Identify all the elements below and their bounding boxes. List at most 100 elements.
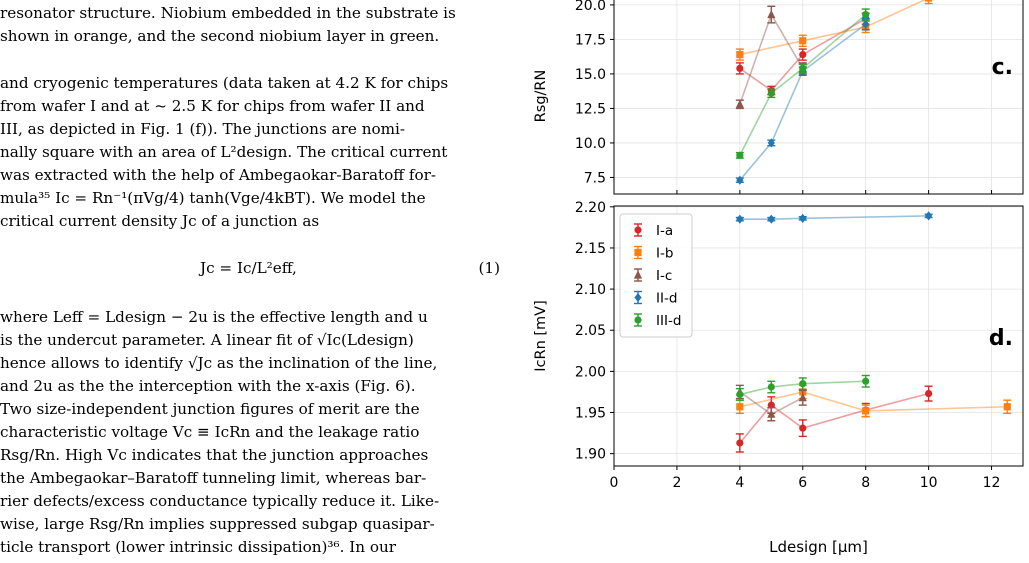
- x-tick-label: 0: [610, 475, 619, 491]
- legend-marker: [634, 292, 642, 303]
- text-line: and cryogenic temperatures (data taken a…: [0, 74, 449, 92]
- text-line: critical current density Jc of a junctio…: [0, 212, 320, 230]
- y-tick-label: 17.5: [575, 32, 606, 48]
- x-tick-label: 8: [861, 475, 870, 491]
- data-point: [862, 377, 870, 385]
- text-line: III, as depicted in Fig. 1 (f)). The jun…: [0, 120, 406, 138]
- y-axis-label: IcRn [mV]: [533, 300, 549, 371]
- text-line: wise, large Rsg/Rn implies suppressed su…: [0, 515, 435, 533]
- equation: Jc = Ic/L²eff,: [200, 259, 297, 277]
- text-line: mula³⁵ Ic = Rn⁻¹(πVg/4) tanh(Vge/4kBT). …: [0, 189, 426, 207]
- data-point: [736, 390, 744, 399]
- text-line: from wafer I and at ~ 2.5 K for chips fr…: [0, 97, 425, 115]
- data-point: [862, 10, 870, 19]
- data-point: [799, 380, 807, 388]
- text-line: Rsg/Rn. High Vc indicates that the junct…: [0, 446, 429, 464]
- series-line: [739, 23, 867, 181]
- text-line: shown in orange, and the second niobium …: [0, 27, 440, 45]
- y-tick-label: 2.15: [575, 241, 606, 257]
- data-point: [767, 89, 775, 97]
- data-point: [767, 214, 775, 224]
- y-tick-label: 10.0: [575, 136, 606, 152]
- text-line: and 2u as the the interception with the …: [0, 377, 416, 395]
- text-line: characteristic voltage Vc ≡ IcRn and the…: [0, 423, 420, 441]
- data-point: [925, 389, 933, 398]
- y-tick-label: 7.5: [584, 170, 606, 186]
- x-tick-label: 2: [672, 475, 681, 491]
- data-point: [736, 439, 744, 447]
- legend-marker: [633, 270, 643, 279]
- y-tick-label: 12.5: [575, 101, 606, 117]
- legend-marker: [634, 248, 642, 257]
- text-line: nally square with an area of L²design. T…: [0, 143, 448, 161]
- equation-number: (1): [478, 259, 500, 277]
- data-point: [862, 407, 870, 415]
- legend-label: I-c: [656, 268, 672, 284]
- data-point: [862, 19, 870, 29]
- data-point: [736, 151, 744, 159]
- legend-label: II-d: [656, 291, 677, 307]
- data-point: [799, 37, 807, 45]
- y-tick-label: 20.0: [575, 0, 606, 14]
- series-line: [739, 380, 866, 396]
- y-tick-label: 15.0: [575, 67, 606, 83]
- y-tick-label: 2.05: [575, 323, 606, 339]
- y-tick-label: 2.10: [575, 282, 606, 298]
- series-layer: [735, 0, 933, 185]
- legend-marker: [634, 226, 642, 234]
- series-line: [739, 0, 927, 56]
- text-line: where Leff = Ldesign − 2u is the effecti…: [0, 308, 428, 326]
- panel-label: c.: [992, 55, 1013, 80]
- axes-frame: [613, 0, 1024, 195]
- legend-marker: [634, 316, 642, 324]
- data-point: [925, 211, 933, 221]
- text-line: was extracted with the help of Ambegaoka…: [0, 166, 437, 184]
- legend-label: I-b: [656, 246, 673, 262]
- data-point: [767, 409, 776, 418]
- y-tick-label: 1.95: [575, 406, 606, 422]
- x-axis-label: Ldesign [μm]: [769, 538, 868, 556]
- data-point: [925, 0, 933, 2]
- x-tick-label: 4: [735, 475, 744, 491]
- series-line: [739, 215, 929, 220]
- series-line: [739, 13, 867, 156]
- series-layer: [735, 211, 1012, 453]
- legend-box: [619, 213, 693, 338]
- data-point: [736, 64, 744, 72]
- x-tick-label: 12: [983, 475, 1001, 491]
- figure-svg: 7.5 10.0 12.5 15.0 17.5 20.0 Rsg/RN c. 1.90 1.95 2…: [533, 0, 1024, 556]
- data-point: [735, 99, 744, 108]
- x-tick-label: 6: [798, 475, 807, 491]
- y-tick-label: 1.90: [575, 447, 606, 463]
- data-point: [799, 424, 807, 432]
- axes-frame: [613, 205, 1024, 467]
- text-line: hence allows to identify √Jc as the incl…: [0, 354, 438, 372]
- text-line: rier defects/excess conductance typicall…: [0, 492, 440, 510]
- data-point: [798, 393, 807, 402]
- y-tick-label: 2.20: [575, 200, 606, 216]
- data-point: [767, 138, 775, 148]
- legend-label: III-d: [656, 313, 681, 329]
- plot-area: [614, 0, 1023, 194]
- text-line: ticle transport (lower intrinsic dissipa…: [0, 538, 397, 556]
- data-point: [799, 50, 807, 59]
- data-point: [799, 213, 807, 223]
- paper-text-column: resonator structure. Niobium embedded in…: [0, 0, 512, 559]
- y-axis-label: Rsg/RN: [533, 70, 549, 123]
- text-line: Two size-independent junction figures of…: [0, 400, 420, 418]
- data-point: [736, 403, 744, 411]
- x-tick-label: 10: [920, 475, 938, 491]
- data-point: [767, 383, 775, 391]
- data-point: [799, 64, 807, 72]
- text-line: the Ambegaokar–Baratoff tunneling limit,…: [0, 469, 427, 487]
- series-line: [739, 18, 867, 92]
- legend-label: I-a: [656, 223, 673, 239]
- data-point: [767, 9, 776, 19]
- text-line: resonator structure. Niobium embedded in…: [0, 4, 456, 22]
- series-line: [739, 391, 1008, 412]
- panel-label: d.: [989, 326, 1013, 351]
- text-line: is the undercut parameter. A linear fit …: [0, 331, 414, 349]
- figure: 7.5 10.0 12.5 15.0 17.5 20.0 Rsg/RN c. 1.90 1.95 2…: [512, 0, 1029, 559]
- data-point: [736, 50, 744, 59]
- data-point: [1003, 403, 1011, 411]
